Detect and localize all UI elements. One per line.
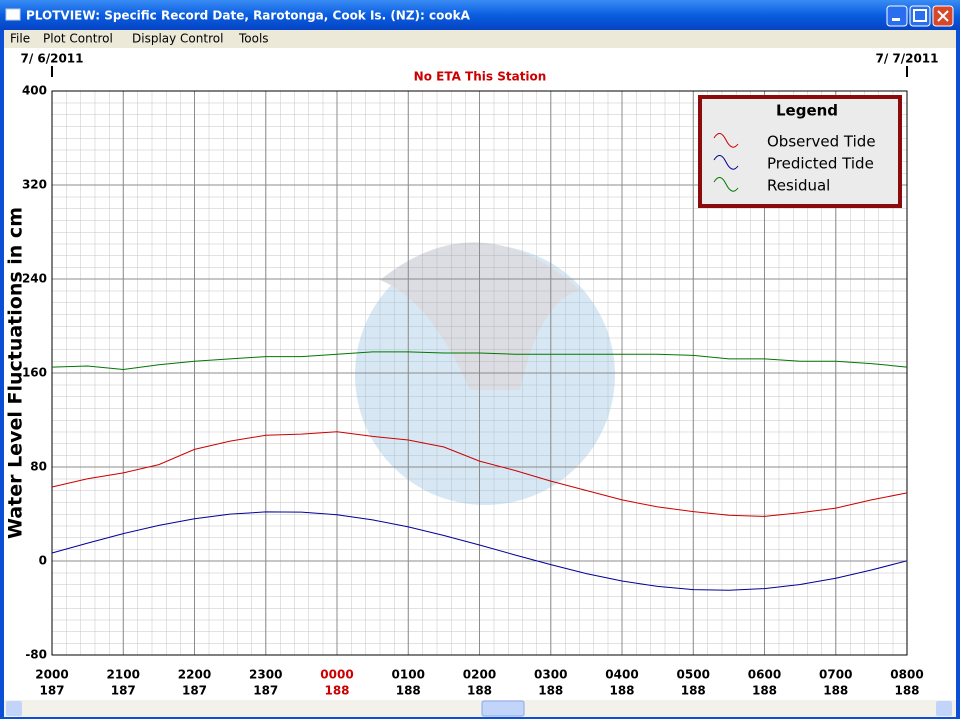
date-label: 7/ 6/2011 [20,52,83,66]
scrollbar[interactable] [4,700,956,717]
x-tick-label: 2200 [178,668,211,682]
menu-item[interactable]: File [10,32,30,46]
x-tick-label: 0000 [320,668,353,682]
window-buttons [886,5,954,27]
x-tick-day: 187 [182,684,207,698]
minimize-icon [892,18,900,21]
window-title: PLOTVIEW: Specific Record Date, Rarotong… [26,9,471,23]
x-tick-day: 188 [609,684,634,698]
y-tick-label: 0 [39,554,47,568]
legend-swatch [713,133,739,148]
x-tick-label: 0100 [392,668,425,682]
y-tick-label: 320 [22,178,47,192]
app-icon [5,8,21,21]
y-tick-label: -80 [25,648,47,662]
x-tick-label: 0800 [890,668,923,682]
plot-border [51,90,908,656]
series-line [51,511,908,591]
x-tick-day: 188 [467,684,492,698]
menu-bar [4,30,956,48]
x-tick-label: 0600 [748,668,781,682]
x-tick-label: 0500 [677,668,710,682]
x-tick-label: 0400 [605,668,638,682]
menu-item[interactable]: Display Control [132,32,223,46]
close-icon [937,10,949,22]
y-axis-title: Water Level Fluctuations in cm [5,207,27,539]
title-bar [0,0,960,30]
subtitle: No ETA This Station [414,70,547,84]
x-tick-label: 2300 [249,668,282,682]
x-tick-label: 0700 [819,668,852,682]
legend-title: Legend [776,102,838,120]
x-tick-day: 187 [111,684,136,698]
x-tick-day: 187 [39,684,64,698]
x-tick-day: 188 [538,684,563,698]
legend-label: Predicted Tide [767,155,874,173]
legend-label: Residual [767,177,830,195]
scroll-thumb[interactable] [481,700,525,717]
menu-item[interactable]: Plot Control [43,32,113,46]
x-tick-label: 2100 [107,668,140,682]
x-tick-day: 188 [324,684,349,698]
x-tick-day: 188 [752,684,777,698]
series-line [51,351,908,371]
y-tick-label: 400 [22,84,47,98]
x-tick-day: 188 [823,684,848,698]
legend-box [698,95,902,208]
x-tick-label: 0200 [463,668,496,682]
menu-item[interactable]: Tools [238,32,269,46]
x-tick-label: 2000 [35,668,68,682]
series-line [51,431,908,517]
menu: File Plot Control Display Control Tools [10,32,269,46]
legend-swatch [713,177,739,192]
legend-swatch [713,155,739,170]
x-tick-day: 187 [253,684,278,698]
y-tick-label: 80 [30,460,47,474]
scroll-right[interactable] [936,701,952,716]
x-tick-label: 0300 [534,668,567,682]
watermark-disc [355,245,615,505]
y-tick-label: 160 [22,366,47,380]
date-label: 7/ 7/2011 [875,52,938,66]
scroll-left[interactable] [6,701,22,716]
plot: -80 0 80 160 240 320 400 2000 187 2100 187 2200 187 2… [20,52,938,698]
legend-label: Observed Tide [767,133,876,151]
x-tick-day: 188 [681,684,706,698]
minimize-button[interactable] [886,5,908,27]
y-tick-label: 240 [22,272,47,286]
x-tick-day: 188 [894,684,919,698]
maximize-icon [913,9,927,22]
x-tick-day: 188 [396,684,421,698]
